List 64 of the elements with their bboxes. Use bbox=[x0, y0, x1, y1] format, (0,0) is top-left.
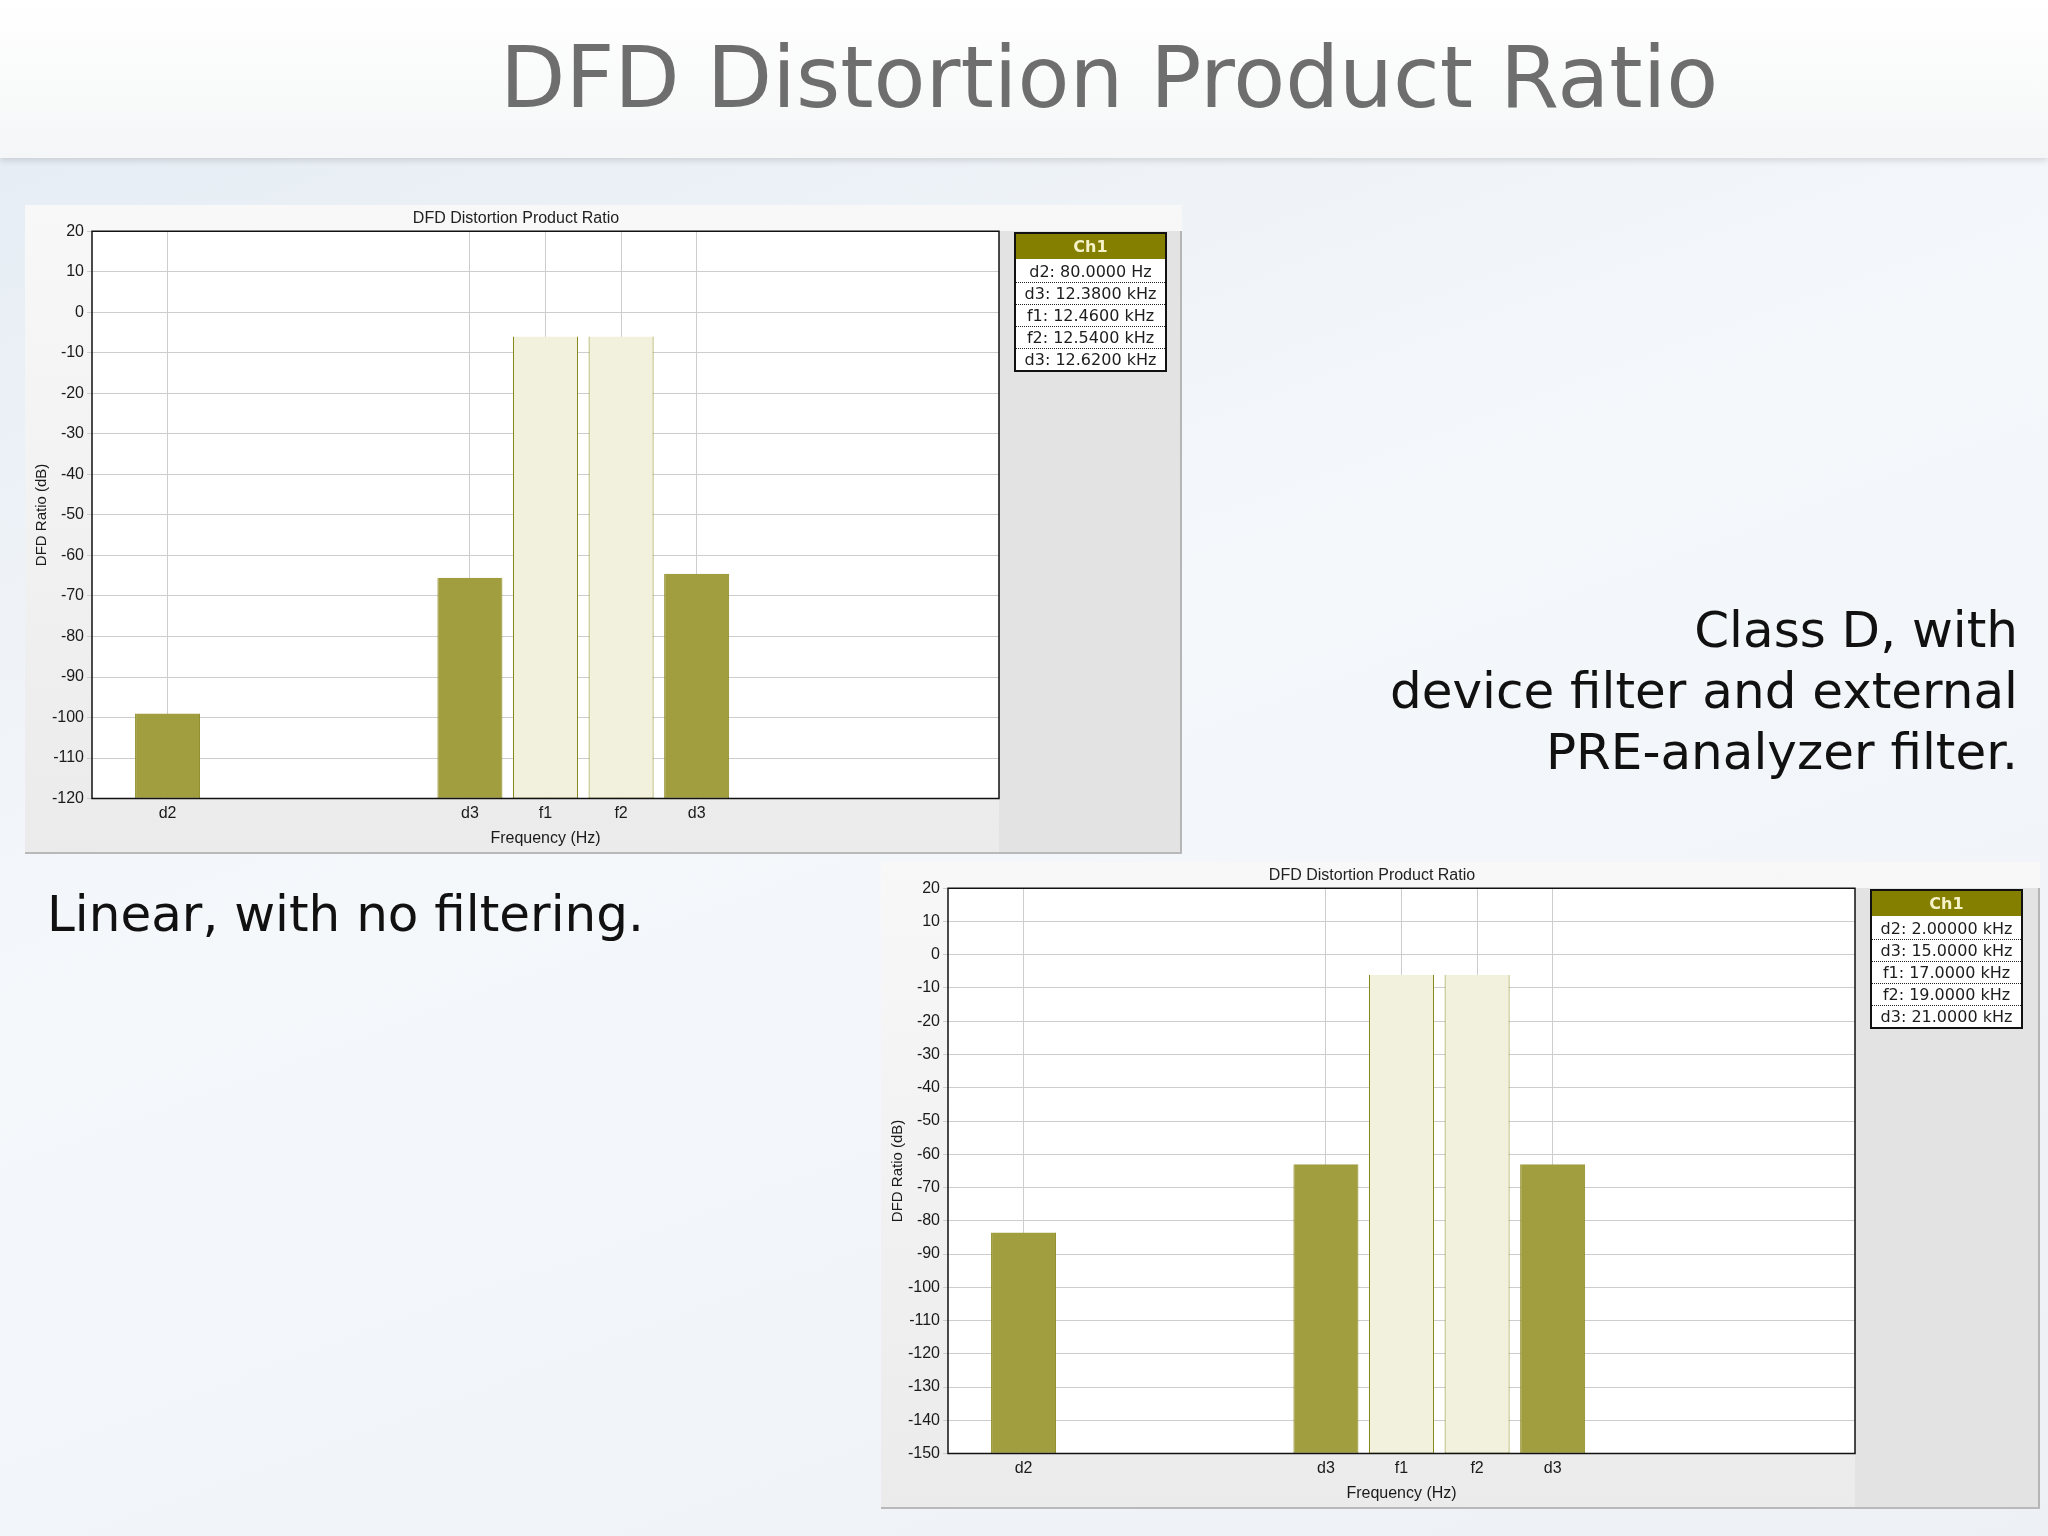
chart-title: DFD Distortion Product Ratio bbox=[412, 209, 620, 227]
y-tick-label: -110 bbox=[53, 748, 85, 766]
y-tick-label: 10 bbox=[66, 262, 85, 280]
y-tick-label: 10 bbox=[922, 911, 941, 929]
y-tick-label: -40 bbox=[916, 1078, 941, 1096]
text: f2: 19.0000 kHz bbox=[1872, 983, 2021, 1006]
y-tick-label: -80 bbox=[60, 626, 85, 644]
x-axis-title: Frequency (Hz) bbox=[490, 828, 601, 846]
text: d2: 80.0000 Hz bbox=[1028, 261, 1153, 283]
y-axis-title: DFD Ratio (dB) bbox=[32, 463, 50, 567]
y-tick-label: -60 bbox=[916, 1144, 941, 1162]
y-tick-label: -30 bbox=[60, 424, 85, 442]
x-axis-title: Frequency (Hz) bbox=[1346, 1483, 1457, 1501]
x-tick-label: d3 bbox=[1543, 1458, 1562, 1476]
text: Linear, with no filtering. bbox=[47, 884, 644, 945]
y-tick-label: 0 bbox=[931, 945, 941, 963]
y-tick-label: 20 bbox=[922, 878, 941, 896]
y-tick-label: -90 bbox=[60, 667, 85, 685]
y-tick-label: -50 bbox=[60, 505, 85, 523]
y-tick-label: -30 bbox=[916, 1044, 941, 1062]
x-tick-label: d2 bbox=[158, 803, 177, 821]
y-tick-label: -40 bbox=[60, 464, 85, 482]
y-tick-label: -100 bbox=[907, 1277, 941, 1295]
x-tick-label: f1 bbox=[1394, 1458, 1409, 1476]
x-tick-label: d3 bbox=[1317, 1458, 1335, 1476]
y-tick-label: -100 bbox=[51, 707, 85, 725]
x-tick-label: d2 bbox=[1014, 1458, 1033, 1476]
x-tick-label: f2 bbox=[614, 803, 628, 821]
x-tick-label: d3 bbox=[687, 803, 706, 821]
y-tick-label: -150 bbox=[907, 1444, 941, 1462]
text: f1: 17.0000 kHz bbox=[1872, 961, 2021, 984]
y-tick-label: -20 bbox=[60, 383, 85, 401]
y-tick-label: -120 bbox=[51, 789, 85, 807]
y-tick-label: -10 bbox=[60, 343, 85, 361]
text: d3: 15.0000 kHz bbox=[1872, 939, 2021, 962]
x-tick-label: f1 bbox=[538, 803, 553, 821]
text: d2: 2.00000 kHz bbox=[1879, 918, 2014, 940]
y-tick-label: -70 bbox=[60, 586, 85, 604]
y-tick-label: 20 bbox=[66, 221, 85, 239]
y-tick-label: -60 bbox=[60, 545, 85, 563]
y-tick-label: -120 bbox=[907, 1344, 941, 1362]
text: f2: 12.5400 kHz bbox=[1016, 326, 1165, 349]
text: d3: 12.6200 kHz bbox=[1016, 348, 1165, 371]
text: d3: 21.0000 kHz bbox=[1872, 1005, 2021, 1028]
y-tick-label: -20 bbox=[916, 1011, 941, 1029]
x-tick-label: f2 bbox=[1470, 1458, 1484, 1476]
chart-title: DFD Distortion Product Ratio bbox=[1268, 866, 1476, 884]
text: f1: 12.4600 kHz bbox=[1016, 304, 1165, 327]
text: d3: 12.3800 kHz bbox=[1016, 282, 1165, 305]
y-tick-label: 0 bbox=[75, 302, 85, 320]
y-tick-label: -90 bbox=[916, 1244, 941, 1262]
x-tick-label: d3 bbox=[461, 803, 479, 821]
legend-title: Ch1 bbox=[1016, 234, 1165, 262]
y-tick-label: -110 bbox=[909, 1310, 941, 1328]
legend-title: Ch1 bbox=[1872, 891, 2021, 919]
y-tick-label: -130 bbox=[907, 1377, 941, 1395]
y-tick-label: -10 bbox=[916, 978, 941, 996]
y-tick-label: -70 bbox=[916, 1177, 941, 1195]
text: DFD Distortion Product Ratio bbox=[500, 28, 1719, 128]
y-tick-label: -50 bbox=[916, 1111, 941, 1129]
y-tick-label: -140 bbox=[907, 1410, 941, 1428]
text: Class D, with device filter and external PRE-analyzer filter. bbox=[1389, 600, 2018, 783]
y-axis-title: DFD Ratio (dB) bbox=[888, 1119, 906, 1223]
y-tick-label: -80 bbox=[916, 1211, 941, 1229]
